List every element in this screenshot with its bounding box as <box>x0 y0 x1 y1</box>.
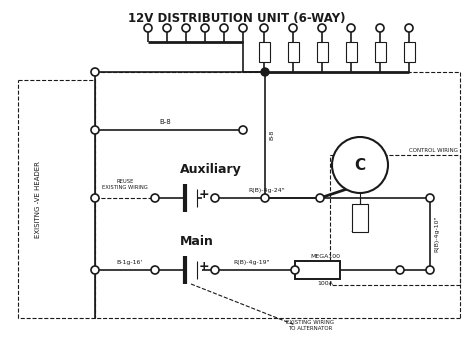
Circle shape <box>144 24 152 32</box>
Circle shape <box>291 266 299 274</box>
Bar <box>259 42 270 62</box>
Text: B-8: B-8 <box>269 130 274 140</box>
Text: R(B)-4g-19": R(B)-4g-19" <box>234 260 270 265</box>
Circle shape <box>239 126 247 134</box>
Circle shape <box>261 194 269 202</box>
Circle shape <box>211 266 219 274</box>
Circle shape <box>201 24 209 32</box>
Text: C: C <box>355 157 365 173</box>
Text: 12V DISTRIBUTION UNIT (6-WAY): 12V DISTRIBUTION UNIT (6-WAY) <box>128 12 346 25</box>
Text: MEGA100: MEGA100 <box>310 254 340 259</box>
Circle shape <box>376 24 384 32</box>
Bar <box>317 42 328 62</box>
Circle shape <box>316 194 324 202</box>
Circle shape <box>239 24 247 32</box>
Circle shape <box>91 266 99 274</box>
Circle shape <box>182 24 190 32</box>
Circle shape <box>318 24 326 32</box>
Bar <box>404 42 415 62</box>
Circle shape <box>289 24 297 32</box>
Text: CONTROL WIRING: CONTROL WIRING <box>409 148 458 153</box>
Text: R(B)-4g-24": R(B)-4g-24" <box>249 188 285 193</box>
Text: Main: Main <box>180 235 214 248</box>
Text: R(B)-4g-10": R(B)-4g-10" <box>434 216 439 252</box>
Bar <box>375 42 386 62</box>
Text: Auxiliary: Auxiliary <box>180 163 242 176</box>
Text: +: + <box>199 188 210 201</box>
Circle shape <box>347 24 355 32</box>
Circle shape <box>261 68 269 76</box>
Text: REUSE
EXISTING WIRING: REUSE EXISTING WIRING <box>102 179 148 190</box>
Text: B-8: B-8 <box>159 119 171 125</box>
Circle shape <box>426 266 434 274</box>
Circle shape <box>396 266 404 274</box>
Bar <box>295 261 340 279</box>
Circle shape <box>151 194 159 202</box>
Text: EXISTING WIRING
TO ALTERNATOR: EXISTING WIRING TO ALTERNATOR <box>286 320 334 331</box>
Text: B-1g-16': B-1g-16' <box>117 260 143 265</box>
Circle shape <box>163 24 171 32</box>
Circle shape <box>151 266 159 274</box>
Circle shape <box>91 68 99 76</box>
Circle shape <box>405 24 413 32</box>
Text: 100A: 100A <box>317 281 333 286</box>
Circle shape <box>220 24 228 32</box>
Bar <box>352 204 368 232</box>
Circle shape <box>260 24 268 32</box>
Bar <box>288 42 299 62</box>
Circle shape <box>91 194 99 202</box>
Circle shape <box>426 194 434 202</box>
Text: +: + <box>199 260 210 273</box>
Circle shape <box>211 194 219 202</box>
Bar <box>346 42 357 62</box>
Circle shape <box>332 137 388 193</box>
Text: EXISITNG -VE HEADER: EXISITNG -VE HEADER <box>35 161 41 239</box>
Circle shape <box>91 126 99 134</box>
